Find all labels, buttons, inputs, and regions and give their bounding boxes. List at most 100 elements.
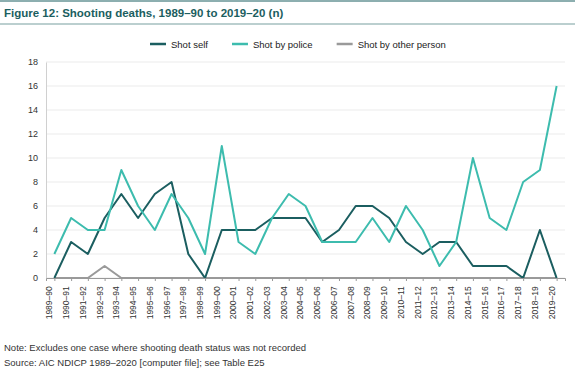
x-tick-mark xyxy=(473,278,474,281)
x-tick-mark xyxy=(490,278,491,281)
y-tick: 16 xyxy=(28,81,46,91)
legend-swatch xyxy=(232,43,248,46)
legend-item: Shot by police xyxy=(232,39,313,50)
x-tick-mark xyxy=(540,278,541,281)
y-tick-label: 14 xyxy=(28,105,38,115)
x-tick-label: 1991–92 xyxy=(78,286,88,319)
x-tick-mark xyxy=(255,278,256,281)
x-tick: 1994–95 xyxy=(128,278,139,319)
x-tick-label: 1997–98 xyxy=(178,286,188,319)
x-tick-label: 1996–97 xyxy=(162,286,172,319)
y-tick-label: 6 xyxy=(33,201,38,211)
x-tick: 1996–97 xyxy=(162,278,173,319)
x-tick-mark xyxy=(423,278,424,281)
x-tick-mark xyxy=(272,278,273,281)
grid-line xyxy=(46,182,565,183)
x-tick: 2009–10 xyxy=(379,278,390,319)
y-tick-label: 0 xyxy=(33,273,38,283)
x-tick: 2019–20 xyxy=(547,278,558,319)
x-tick-label: 2000–01 xyxy=(228,286,238,319)
y-tick-label: 12 xyxy=(28,129,38,139)
x-tick-label: 2005–06 xyxy=(312,286,322,319)
x-tick: 2018–19 xyxy=(530,278,541,319)
y-tick-label: 2 xyxy=(33,249,38,259)
x-tick-label: 1990–91 xyxy=(61,286,71,319)
x-tick-label: 1998–99 xyxy=(195,286,205,319)
x-tick-mark xyxy=(138,278,139,281)
x-tick-mark xyxy=(188,278,189,281)
x-tick-label: 2006–07 xyxy=(329,286,339,319)
x-tick: 2002–03 xyxy=(262,278,273,319)
x-tick: 1995–96 xyxy=(145,278,156,319)
legend-swatch xyxy=(337,43,353,46)
x-tick: 1999–00 xyxy=(212,278,223,319)
x-tick: 2001–02 xyxy=(245,278,256,319)
series-group xyxy=(54,86,556,278)
title-rule xyxy=(0,1,575,2)
x-tick-mark xyxy=(222,278,223,281)
x-tick-mark xyxy=(289,278,290,281)
y-tick: 18 xyxy=(28,57,46,67)
y-tick-label: 8 xyxy=(33,177,38,187)
y-tick: 10 xyxy=(28,153,46,163)
y-axis: 024681012141618 xyxy=(28,57,47,283)
x-tick-mark xyxy=(306,278,307,281)
x-tick-label: 1994–95 xyxy=(128,286,138,319)
x-tick-label: 2019–20 xyxy=(547,286,557,319)
legend-item: Shot self xyxy=(150,39,208,50)
x-axis-line xyxy=(47,279,566,282)
x-tick-label: 2015–16 xyxy=(480,286,490,319)
plot: 0246810121416181989–901990–911991–921992… xyxy=(28,57,566,319)
x-tick-mark xyxy=(172,278,173,281)
note: Source: AIC NDICP 1989–2020 [computer fi… xyxy=(4,357,265,368)
x-tick-label: 2012–13 xyxy=(429,286,439,319)
x-tick-label: 2014–15 xyxy=(463,286,473,319)
x-tick-label: 2013–14 xyxy=(446,286,456,319)
legend-label: Shot by other person xyxy=(358,39,446,50)
x-tick: 2008–09 xyxy=(362,278,373,319)
x-tick-label: 1993–94 xyxy=(111,286,121,319)
note: Note: Excludes one case where shooting d… xyxy=(4,342,306,353)
x-tick: 1998–99 xyxy=(195,278,206,319)
x-tick-mark xyxy=(71,278,72,281)
x-tick-label: 2007–08 xyxy=(346,286,356,319)
x-tick: 2014–15 xyxy=(463,278,474,319)
x-tick-mark xyxy=(155,278,156,281)
x-tick-label: 2001–02 xyxy=(245,286,255,319)
x-tick-label: 2008–09 xyxy=(362,286,372,319)
legend-item: Shot by other person xyxy=(337,39,446,50)
x-tick-label: 2011–12 xyxy=(413,286,423,319)
x-tick: 2015–16 xyxy=(480,278,491,319)
y-axis-line xyxy=(46,63,47,279)
grid-line xyxy=(46,134,565,135)
x-tick: 2003–04 xyxy=(279,278,290,319)
x-tick-label: 2016–17 xyxy=(496,286,506,319)
x-tick-mark xyxy=(557,278,558,281)
grid xyxy=(46,62,565,278)
y-tick: 12 xyxy=(28,129,46,139)
chart: Figure 12: Shooting deaths, 1989–90 to 2… xyxy=(0,0,575,373)
y-tick: 0 xyxy=(33,273,46,283)
x-tick-mark xyxy=(456,278,457,281)
y-tick: 6 xyxy=(33,201,46,211)
x-tick-mark xyxy=(506,278,507,281)
x-tick-label: 2017–18 xyxy=(513,286,523,319)
x-tick: 2005–06 xyxy=(312,278,323,319)
x-tick: 1993–94 xyxy=(111,278,122,319)
x-tick-label: 1989–90 xyxy=(44,286,54,319)
legend: Shot self Shot by police Shot by other per… xyxy=(150,39,446,50)
x-tick-mark xyxy=(205,278,206,281)
x-tick-mark xyxy=(372,278,373,281)
grid-line xyxy=(46,62,565,63)
grid-line xyxy=(46,230,565,231)
x-tick-mark xyxy=(406,278,407,281)
x-tick-mark xyxy=(389,278,390,281)
y-tick-label: 10 xyxy=(28,153,38,163)
title: Figure 12: Shooting deaths, 1989–90 to 2… xyxy=(4,7,283,19)
legend-label: Shot by police xyxy=(253,39,313,50)
x-tick-label: 2018–19 xyxy=(530,286,540,319)
x-tick-mark xyxy=(322,278,323,281)
x-tick-label: 2009–10 xyxy=(379,286,389,319)
x-tick-mark xyxy=(54,278,55,281)
x-tick-label: 2003–04 xyxy=(279,286,289,319)
